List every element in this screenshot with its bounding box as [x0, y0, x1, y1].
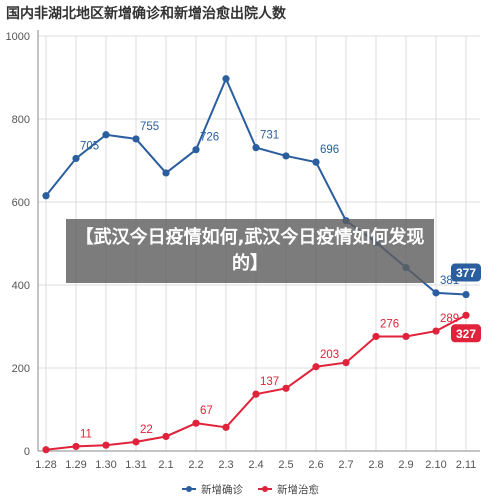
x-tick-label: 2.5	[278, 459, 293, 471]
data-label-cured: 11	[80, 428, 92, 440]
data-point-cured	[102, 441, 110, 449]
end-badge-label-cured: 327	[456, 327, 476, 341]
x-tick-label: 2.3	[218, 459, 233, 471]
data-point-cured	[342, 359, 350, 367]
data-point-confirmed	[222, 75, 230, 83]
x-tick-label: 1.30	[95, 459, 116, 471]
x-tick-label: 2.11	[456, 459, 477, 471]
data-point-cured	[72, 442, 80, 451]
x-tick-label: 1.31	[125, 459, 146, 471]
y-tick-label: 0	[24, 446, 30, 458]
data-point-confirmed	[132, 135, 140, 143]
x-tick-label: 1.28	[35, 459, 56, 471]
y-tick-label: 200	[12, 363, 30, 375]
legend-marker-cured	[262, 486, 268, 492]
data-point-confirmed	[42, 192, 50, 200]
x-tick-label: 1.29	[65, 459, 86, 471]
x-tick-label: 2.8	[368, 459, 383, 471]
data-point-cured	[282, 384, 290, 392]
data-label-cured: 22	[140, 424, 153, 436]
data-point-cured	[372, 332, 380, 341]
data-point-cured	[462, 311, 470, 319]
data-label-confirmed: 696	[320, 144, 339, 156]
y-tick-label: 400	[12, 280, 30, 292]
data-point-confirmed	[462, 290, 470, 299]
y-tick-label: 600	[12, 197, 30, 209]
x-tick-label: 2.1	[158, 459, 173, 471]
x-tick-label: 2.2	[188, 459, 203, 471]
data-label-cured: 289	[440, 313, 459, 325]
x-tick-label: 2.7	[338, 459, 353, 471]
data-point-confirmed	[72, 154, 80, 163]
data-point-confirmed	[102, 131, 110, 139]
data-point-confirmed	[162, 169, 170, 177]
data-label-confirmed: 755	[140, 121, 159, 133]
x-tick-label: 2.10	[425, 459, 446, 471]
x-tick-label: 2.9	[398, 459, 413, 471]
end-badge-cured	[451, 324, 481, 343]
data-point-cured	[432, 327, 440, 335]
data-label-cured: 137	[260, 376, 279, 388]
chart-title: 国内非湖北地区新增确诊和新增治愈出院人数	[6, 6, 286, 22]
data-point-confirmed	[192, 146, 200, 154]
end-badge-label-confirmed: 377	[456, 266, 476, 280]
data-point-cured	[132, 438, 140, 446]
data-point-cured	[402, 332, 410, 341]
data-label-cured: 67	[200, 405, 213, 417]
data-label-confirmed: 731	[260, 130, 279, 142]
data-point-cured	[42, 446, 50, 454]
data-point-confirmed	[312, 158, 320, 166]
legend-label-confirmed: 新增确诊	[201, 483, 243, 496]
data-point-confirmed	[432, 289, 440, 297]
y-tick-label: 1000	[6, 31, 30, 43]
data-point-cured	[222, 423, 230, 431]
data-label-cured: 276	[380, 318, 399, 330]
data-point-cured	[312, 363, 320, 371]
data-label-confirmed: 726	[200, 132, 219, 144]
data-point-confirmed	[282, 152, 290, 160]
data-label-confirmed: 705	[80, 140, 99, 152]
x-tick-label: 2.4	[248, 459, 263, 471]
y-tick-label: 800	[12, 114, 30, 126]
end-badge-confirmed	[451, 263, 481, 282]
data-point-cured	[192, 419, 200, 427]
data-point-confirmed	[252, 144, 260, 152]
overlay-caption: 【武汉今日疫情如何,武汉今日疫情如何发现的】	[66, 219, 434, 283]
data-point-cured	[162, 432, 170, 441]
data-label-cured: 203	[320, 349, 339, 361]
x-tick-label: 2.6	[308, 459, 323, 471]
data-point-cured	[252, 390, 260, 398]
legend-marker-confirmed	[186, 486, 192, 492]
legend-label-cured: 新增治愈	[277, 483, 319, 496]
